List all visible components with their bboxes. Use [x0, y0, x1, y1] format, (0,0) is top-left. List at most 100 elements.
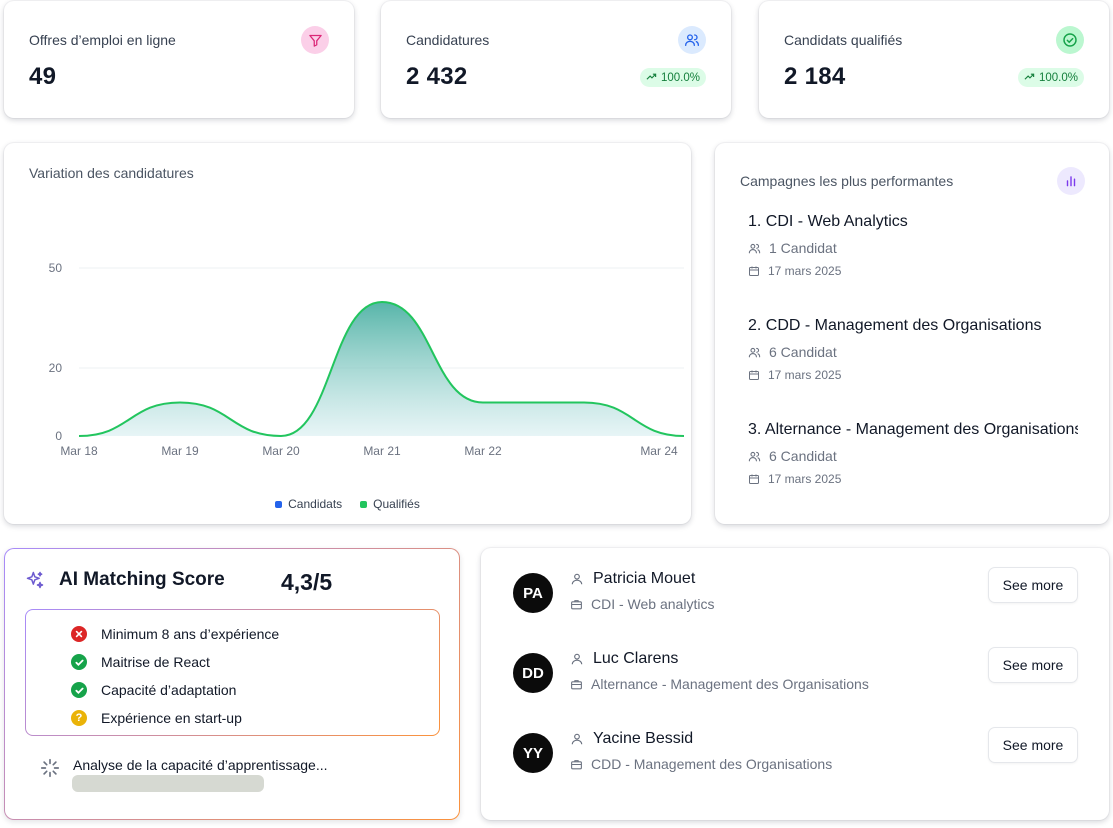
campaign-list: 1. CDI - Web Analytics 1 Candidat 17 mar… — [748, 213, 1109, 525]
kpi-title: Candidatures — [406, 32, 490, 48]
candidate-name-label: Luc Clarens — [593, 650, 679, 667]
loader-icon — [40, 758, 60, 778]
trending-up-icon — [1024, 71, 1035, 85]
legend-label: Candidats — [288, 497, 343, 511]
candidate-name-label: Patricia Mouet — [593, 570, 696, 587]
user-icon — [571, 573, 583, 585]
briefcase-icon — [571, 759, 582, 769]
users-icon — [748, 243, 761, 253]
users-icon — [748, 347, 761, 357]
criterion-label: Expérience en start-up — [101, 710, 242, 726]
x-tick-label: Mar 22 — [464, 444, 502, 458]
campaign-count-label: 6 Candidat — [769, 344, 837, 360]
y-tick-label: 0 — [55, 429, 62, 443]
criterion: Minimum 8 ans d’expérience — [71, 620, 439, 648]
area-chart: 0 20 50 Mar 18 Mar 19 Mar 20 Mar 21 Mar 22 Mar 2… — [49, 261, 685, 458]
candidate-row: DD Luc Clarens Alternance - Management d… — [513, 647, 1078, 713]
campaign-item[interactable]: 1. CDI - Web Analytics 1 Candidat 17 mar… — [748, 213, 1109, 317]
series-line-qualifies — [78, 300, 685, 438]
x-tick-label: Mar 20 — [262, 444, 300, 458]
legend-label: Qualifiés — [373, 497, 420, 511]
avatar: YY — [513, 733, 553, 773]
analysis-status: Analyse de la capacité d’apprentissage..… — [39, 757, 328, 779]
sparkles-icon — [26, 571, 44, 589]
ai-title: AI Matching Score — [59, 569, 225, 590]
filter-icon — [301, 26, 329, 54]
campaign-name[interactable]: 2. CDD - Management des Organisations — [748, 317, 1042, 334]
growth-badge: 100.0% — [639, 68, 706, 87]
candidate-row: PA Patricia Mouet CDI - Web analytics Se… — [513, 567, 1078, 633]
campaign-count-label: 6 Candidat — [769, 448, 837, 464]
calendar-icon — [749, 370, 759, 380]
users-icon — [748, 451, 761, 461]
calendar-icon — [749, 266, 759, 276]
criterion-label: Maitrise de React — [101, 654, 210, 670]
campaign-count: 6 Candidat — [748, 448, 1109, 464]
campaign-date-label: 17 mars 2025 — [768, 368, 842, 382]
campaigns-card: Campagnes les plus performantes 1. CDI -… — [715, 143, 1109, 524]
campaign-date: 17 mars 2025 — [748, 472, 1109, 486]
x-tick-label: Mar 18 — [60, 444, 98, 458]
analysis-text: Analyse de la capacité d’apprentissage..… — [73, 757, 328, 773]
help-circle-icon: ? — [71, 710, 87, 726]
x-tick-label: Mar 21 — [363, 444, 401, 458]
candidate-job: CDD - Management des Organisations — [570, 756, 832, 772]
criteria-list: Minimum 8 ans d’expérience Maitrise de R… — [25, 609, 440, 736]
legend-swatch — [275, 500, 283, 508]
check-circle-icon — [71, 654, 87, 670]
campaign-date-label: 17 mars 2025 — [768, 472, 842, 486]
chart-legend: Candidats Qualifiés — [4, 497, 691, 511]
y-tick-label: 50 — [49, 261, 63, 275]
campaign-item[interactable]: 3. Alternance - Management des Organisat… — [748, 421, 1109, 525]
legend-item: Candidats — [275, 497, 342, 511]
campaign-name[interactable]: 1. CDI - Web Analytics — [748, 213, 908, 230]
kpi-card-candidatures: Candidatures 2 432 100.0% — [381, 1, 731, 118]
trending-up-icon — [646, 71, 657, 85]
campaign-item[interactable]: 2. CDD - Management des Organisations 6 … — [748, 317, 1109, 421]
ai-score: 4,3/5 — [281, 569, 333, 595]
candidate-job-label: CDI - Web analytics — [591, 596, 715, 612]
ai-matching-card: AI Matching Score 4,3/5 Minimum 8 ans d’… — [4, 548, 460, 820]
kpi-card-offres: Offres d’emploi en ligne 49 — [4, 1, 354, 118]
area-fill — [79, 302, 684, 436]
campaign-name[interactable]: 3. Alternance - Management des Organisat… — [748, 421, 1078, 438]
y-tick-label: 20 — [49, 361, 63, 375]
kpi-value: 2 184 — [784, 63, 846, 90]
kpi-value: 49 — [29, 63, 57, 90]
check-circle-icon — [1056, 26, 1084, 54]
growth-badge: 100.0% — [1017, 68, 1084, 87]
x-tick-label: Mar 24 — [640, 444, 678, 458]
campaign-date: 17 mars 2025 — [748, 368, 1109, 382]
ai-header: AI Matching Score — [25, 569, 225, 591]
growth-value: 100.0% — [1038, 71, 1078, 84]
briefcase-icon — [571, 599, 582, 609]
candidate-row: YY Yacine Bessid CDD - Management des Or… — [513, 727, 1078, 793]
legend-item: Qualifiés — [360, 497, 420, 511]
candidate-name: Yacine Bessid — [570, 730, 693, 748]
candidate-job-label: Alternance - Management des Organisation… — [591, 676, 869, 692]
x-circle-icon — [71, 626, 87, 642]
loading-skeleton — [72, 775, 264, 792]
avatar: PA — [513, 573, 553, 613]
briefcase-icon — [571, 679, 582, 689]
kpi-title: Candidats qualifiés — [784, 32, 903, 48]
candidate-job-label: CDD - Management des Organisations — [591, 756, 833, 772]
criterion-label: Minimum 8 ans d’expérience — [101, 626, 280, 642]
candidate-name: Luc Clarens — [570, 650, 678, 668]
see-more-button[interactable]: See more — [988, 647, 1078, 683]
kpi-card-qualifies: Candidats qualifiés 2 184 100.0% — [759, 1, 1109, 118]
candidate-job: Alternance - Management des Organisation… — [570, 676, 869, 692]
bar-chart-icon — [1057, 167, 1085, 195]
check-circle-icon — [71, 682, 87, 698]
criterion: ? Expérience en start-up — [71, 704, 439, 732]
avatar: DD — [513, 653, 553, 693]
chart-title: Variation des candidatures — [29, 165, 194, 181]
see-more-button[interactable]: See more — [988, 727, 1078, 763]
see-more-button[interactable]: See more — [988, 567, 1078, 603]
campaign-count: 6 Candidat — [748, 344, 1109, 360]
campaign-date-label: 17 mars 2025 — [768, 264, 842, 278]
kpi-value: 2 432 — [406, 63, 468, 90]
criterion: Capacité d’adaptation — [71, 676, 439, 704]
kpi-title: Offres d’emploi en ligne — [29, 32, 176, 48]
criterion-label: Capacité d’adaptation — [101, 682, 237, 698]
